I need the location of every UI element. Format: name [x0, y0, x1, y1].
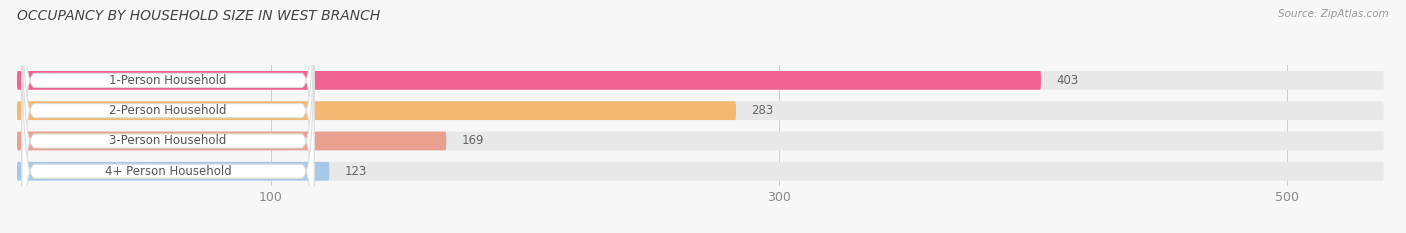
Text: 3-Person Household: 3-Person Household [110, 134, 226, 147]
FancyBboxPatch shape [17, 101, 735, 120]
FancyBboxPatch shape [22, 132, 1384, 150]
Text: 123: 123 [344, 165, 367, 178]
Text: 1-Person Household: 1-Person Household [110, 74, 226, 87]
Text: 169: 169 [461, 134, 484, 147]
Text: 403: 403 [1056, 74, 1078, 87]
FancyBboxPatch shape [22, 71, 1384, 90]
FancyBboxPatch shape [22, 0, 314, 233]
FancyBboxPatch shape [22, 162, 1384, 181]
FancyBboxPatch shape [22, 0, 314, 233]
FancyBboxPatch shape [22, 101, 1384, 120]
FancyBboxPatch shape [17, 162, 329, 181]
FancyBboxPatch shape [17, 71, 1040, 90]
Text: 283: 283 [751, 104, 773, 117]
Text: 2-Person Household: 2-Person Household [110, 104, 226, 117]
Text: 4+ Person Household: 4+ Person Household [104, 165, 232, 178]
FancyBboxPatch shape [22, 27, 314, 233]
Text: OCCUPANCY BY HOUSEHOLD SIZE IN WEST BRANCH: OCCUPANCY BY HOUSEHOLD SIZE IN WEST BRAN… [17, 9, 380, 23]
FancyBboxPatch shape [17, 132, 446, 150]
FancyBboxPatch shape [22, 0, 314, 225]
Text: Source: ZipAtlas.com: Source: ZipAtlas.com [1278, 9, 1389, 19]
